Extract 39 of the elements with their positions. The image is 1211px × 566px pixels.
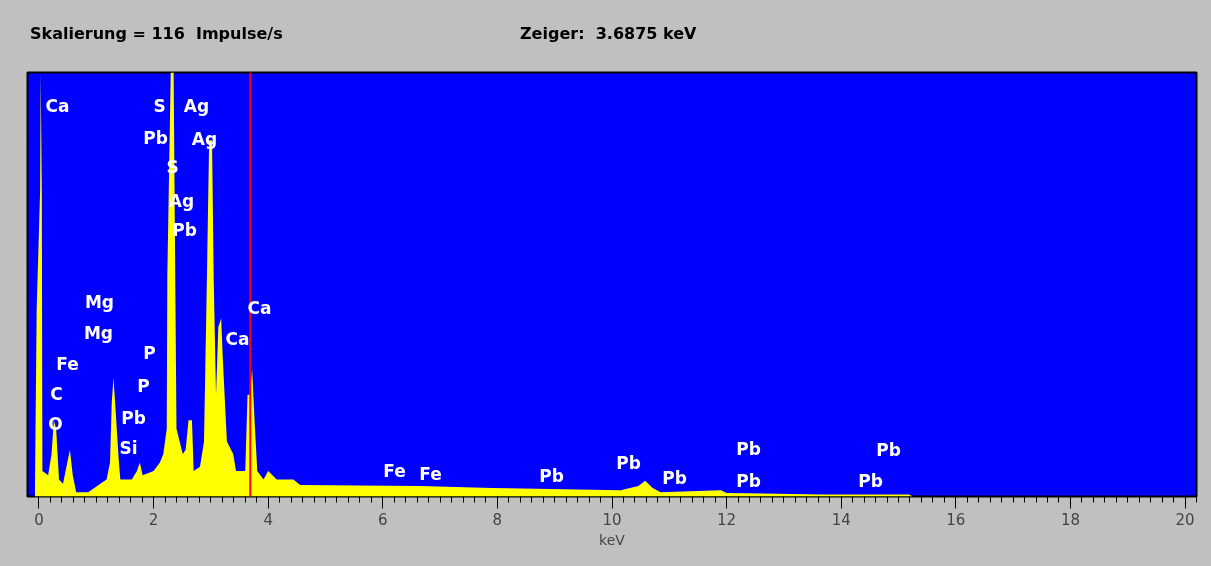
annotation: Pb [539,465,564,486]
annotation: Ag [191,128,218,149]
annotation: S [166,156,179,177]
x-tick-label: 6 [378,510,388,529]
annotation: Pb [616,452,641,473]
annotation: Pb [736,470,761,491]
annotation: Mg [84,291,115,312]
x-tick-label: 10 [602,510,622,529]
annotation: Pb [662,467,687,488]
annotation: Fe [419,463,442,484]
annotation: P [137,375,150,396]
annotation: Pb [876,439,901,460]
annotation: S [153,95,166,116]
x-axis-title: keV [599,531,626,548]
annotation: C [50,383,63,404]
annotation: P [143,342,156,363]
x-tick-label: 14 [831,510,851,529]
annotation: O [48,413,63,434]
annotation: Mg [83,322,114,343]
x-tick-label: 16 [946,510,966,529]
annotation: Pb [858,470,883,491]
x-tick-label: 0 [34,510,44,529]
x-tick-label: 2 [148,510,159,529]
annotation: Pb [736,438,761,459]
annotation: Si [119,437,138,458]
annotation: Ag [183,95,210,116]
x-tick-label: 18 [1060,510,1080,529]
annotation: Fe [56,353,79,374]
annotation: Ca [45,95,70,116]
x-tick-label: 8 [492,510,503,529]
x-tick-label: 20 [1175,510,1195,529]
annotation: Pb [143,127,168,148]
x-tick-label: 4 [263,510,273,529]
text: Zeiger: 3.6875 keV [520,23,697,45]
text: Skalierung = 116 Impulse/s [30,23,283,45]
x-tick-label: 12 [717,510,737,529]
annotation: Ca [225,328,250,349]
annotation: Fe [383,460,406,481]
annotation: Pb [121,407,146,428]
